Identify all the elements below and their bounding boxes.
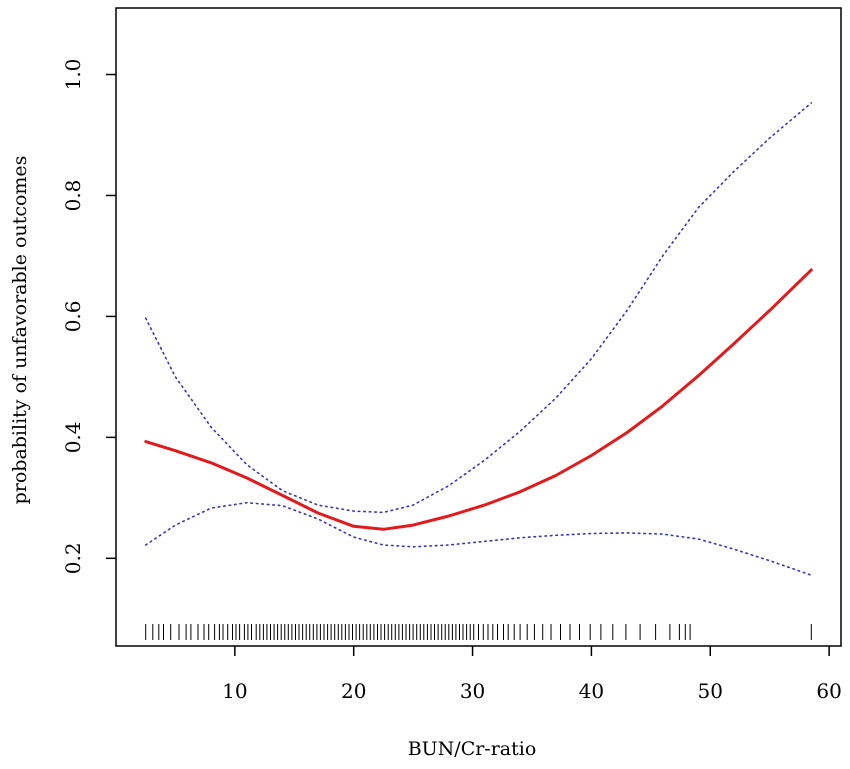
- x-tick-label: 20: [341, 679, 366, 703]
- rug: [145, 624, 812, 640]
- ci-lower-line: [144, 501, 813, 577]
- y-tick-label: 0.4: [61, 421, 85, 453]
- x-tick-label: 10: [222, 679, 247, 703]
- y-tick-label: 0.6: [61, 300, 85, 332]
- y-tick-label: 0.2: [61, 542, 85, 574]
- fit-line: [144, 268, 813, 531]
- x-tick-label: 60: [816, 679, 841, 703]
- x-tick-label: 40: [579, 679, 604, 703]
- y-tick-label: 1.0: [61, 59, 85, 91]
- series-lines: [144, 102, 813, 577]
- y-axis: 0.2 0.4 0.6 0.8 1.0: [61, 59, 116, 574]
- ci-upper-line: [144, 102, 813, 514]
- y-axis-label: probability of unfavorable outcomes: [9, 156, 31, 505]
- x-axis-label: BUN/Cr-ratio: [408, 738, 537, 760]
- x-tick-label: 50: [698, 679, 723, 703]
- x-tick-label: 30: [460, 679, 485, 703]
- plot-frame: [115, 7, 842, 647]
- x-axis: 10 20 30 40 50 60: [222, 646, 842, 703]
- y-tick-label: 0.8: [61, 180, 85, 212]
